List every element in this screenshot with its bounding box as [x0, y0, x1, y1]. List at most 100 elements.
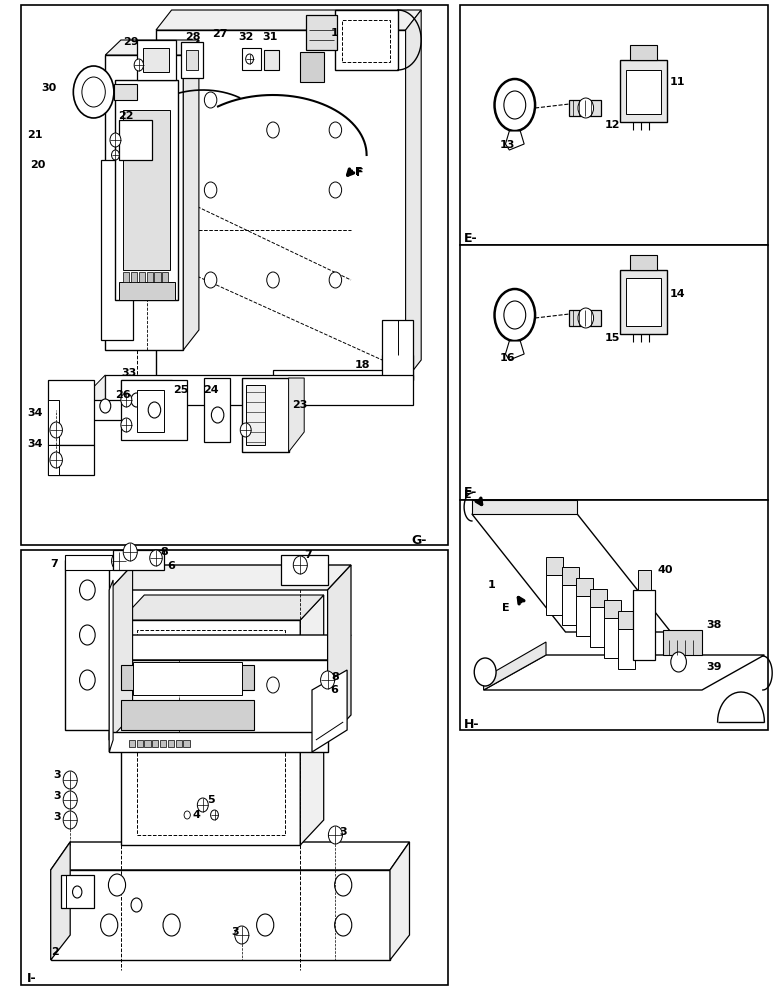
Polygon shape	[300, 595, 324, 845]
Circle shape	[671, 652, 686, 672]
Text: 5: 5	[207, 795, 215, 805]
Text: 20: 20	[30, 160, 45, 170]
Circle shape	[134, 59, 144, 71]
Circle shape	[328, 826, 342, 844]
Polygon shape	[472, 514, 671, 632]
Polygon shape	[48, 445, 58, 475]
Polygon shape	[569, 100, 601, 116]
Circle shape	[163, 914, 180, 936]
Circle shape	[335, 874, 352, 896]
Polygon shape	[61, 875, 94, 908]
Bar	[21, 5, 448, 545]
Circle shape	[267, 272, 279, 288]
Polygon shape	[65, 555, 113, 570]
Polygon shape	[65, 560, 109, 730]
Polygon shape	[562, 567, 579, 585]
Polygon shape	[183, 740, 190, 747]
Polygon shape	[156, 30, 406, 380]
Polygon shape	[156, 10, 421, 30]
Circle shape	[63, 791, 77, 809]
Text: 1: 1	[331, 28, 339, 38]
Text: 14: 14	[669, 289, 685, 299]
Circle shape	[246, 54, 254, 64]
Polygon shape	[109, 660, 328, 740]
Polygon shape	[562, 585, 579, 625]
Text: 7: 7	[51, 559, 58, 569]
Circle shape	[293, 556, 307, 574]
Text: 11: 11	[669, 77, 685, 87]
Polygon shape	[604, 618, 621, 658]
Polygon shape	[154, 272, 161, 282]
Polygon shape	[505, 131, 524, 150]
Polygon shape	[109, 565, 133, 740]
Polygon shape	[620, 60, 667, 122]
Text: 26: 26	[115, 390, 131, 400]
Circle shape	[267, 677, 279, 693]
Text: 32: 32	[238, 32, 254, 42]
Polygon shape	[121, 700, 254, 730]
Polygon shape	[289, 378, 304, 452]
Text: 18: 18	[355, 360, 370, 370]
Text: 34: 34	[27, 439, 43, 449]
Polygon shape	[109, 635, 351, 660]
Circle shape	[204, 272, 217, 288]
Circle shape	[121, 418, 132, 432]
Circle shape	[267, 122, 279, 138]
Text: 39: 39	[706, 662, 722, 672]
Polygon shape	[626, 278, 661, 326]
Polygon shape	[147, 272, 153, 282]
Polygon shape	[113, 550, 164, 570]
Circle shape	[578, 308, 594, 328]
Polygon shape	[136, 630, 285, 835]
Text: 3: 3	[53, 770, 61, 780]
Text: 25: 25	[173, 385, 189, 395]
Circle shape	[150, 550, 162, 566]
Text: 15: 15	[604, 333, 620, 343]
Polygon shape	[162, 272, 168, 282]
Text: 31: 31	[262, 32, 278, 42]
Text: F: F	[355, 167, 363, 177]
Text: 27: 27	[212, 29, 228, 39]
Circle shape	[131, 393, 142, 407]
Text: F-: F-	[464, 487, 477, 499]
Polygon shape	[633, 590, 655, 660]
Polygon shape	[121, 620, 300, 845]
Circle shape	[63, 811, 77, 829]
Bar	[21, 550, 448, 985]
Circle shape	[131, 898, 142, 912]
Text: 6: 6	[330, 685, 338, 695]
Polygon shape	[121, 380, 187, 440]
Polygon shape	[505, 341, 524, 360]
Polygon shape	[484, 655, 764, 690]
Polygon shape	[638, 570, 651, 590]
Bar	[460, 5, 768, 245]
Text: 7: 7	[304, 550, 312, 560]
Polygon shape	[86, 375, 105, 425]
Circle shape	[73, 66, 114, 118]
Polygon shape	[121, 595, 324, 620]
Polygon shape	[51, 842, 70, 960]
Text: 28: 28	[185, 32, 200, 42]
Circle shape	[108, 874, 126, 896]
Text: 6: 6	[168, 561, 176, 571]
Polygon shape	[143, 48, 169, 72]
Polygon shape	[273, 355, 413, 380]
Text: 8: 8	[160, 547, 168, 557]
Polygon shape	[48, 400, 58, 445]
Polygon shape	[115, 80, 178, 300]
Polygon shape	[630, 255, 657, 270]
Bar	[460, 500, 768, 730]
Circle shape	[121, 393, 132, 407]
Polygon shape	[312, 670, 347, 752]
Text: 34: 34	[27, 408, 43, 418]
Text: 3: 3	[232, 927, 239, 937]
Text: F: F	[356, 168, 364, 178]
Polygon shape	[546, 557, 563, 575]
Text: 3: 3	[339, 827, 347, 837]
Polygon shape	[181, 42, 203, 78]
Circle shape	[204, 92, 217, 108]
Text: 13: 13	[499, 140, 515, 150]
Polygon shape	[136, 390, 164, 432]
Text: 38: 38	[706, 620, 722, 630]
Text: 16: 16	[499, 353, 515, 363]
